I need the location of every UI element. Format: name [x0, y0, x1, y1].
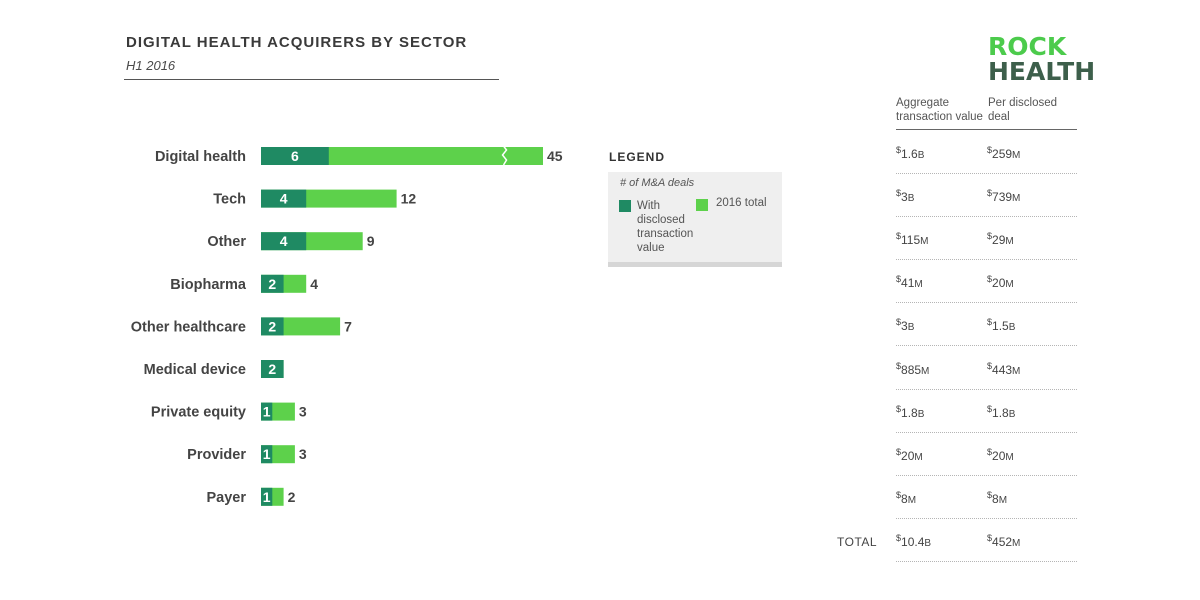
aggregate-value-cell: $20M: [896, 446, 923, 463]
per-deal-value-cell: $259M: [987, 145, 1021, 161]
total-aggregate-cell: $10.4B: [896, 532, 932, 549]
per-deal-value-cell: $1.5B: [987, 317, 1016, 334]
value-label-total: 45: [547, 148, 563, 164]
value-label-total: 3: [299, 404, 307, 420]
aggregate-value-cell: $1.6B: [896, 145, 925, 161]
value-label-disclosed: 2: [268, 361, 276, 377]
value-label-disclosed: 4: [280, 191, 288, 207]
value-label-disclosed: 1: [263, 446, 271, 462]
aggregate-value-cell: $115M: [896, 231, 929, 248]
per-deal-value-cell: $20M: [987, 274, 1014, 291]
category-label: Payer: [206, 490, 246, 506]
aggregate-value-cell: $3B: [896, 317, 915, 334]
bar-disclosed: [261, 189, 307, 208]
legend-label-total: 2016 total: [716, 197, 767, 209]
row-divider: [896, 431, 1077, 433]
value-label-total: 9: [367, 233, 375, 249]
bar-disclosed: [261, 487, 273, 506]
per-deal-value-cell: $1.8B: [987, 403, 1016, 420]
value-label-total: 3: [299, 446, 307, 462]
bar-disclosed: [261, 232, 307, 251]
row-divider: [896, 517, 1077, 519]
chart-subtitle: H1 2016: [126, 58, 176, 73]
value-label-disclosed: 4: [280, 233, 288, 249]
title-divider: [124, 79, 499, 80]
row-divider: [896, 216, 1077, 218]
category-label: Medical device: [144, 362, 246, 378]
value-label-total: 12: [401, 191, 417, 207]
legend-swatch-disclosed: [619, 200, 631, 212]
row-divider: [896, 302, 1077, 304]
rock-health-logo: ROCK HEALTH: [988, 34, 1095, 84]
category-label: Digital health: [155, 149, 246, 165]
aggregate-value-cell: $41M: [896, 274, 923, 291]
axis-break-marker: [501, 145, 508, 166]
value-label-disclosed: 6: [291, 148, 299, 164]
row-divider: [896, 173, 1077, 174]
bar-disclosed: [261, 360, 284, 378]
bar-total: [261, 147, 543, 165]
legend-swatch-total: [696, 199, 708, 211]
legend-subtitle: # of M&A deals: [620, 177, 695, 189]
row-divider: [896, 259, 1077, 261]
category-label: Provider: [187, 447, 246, 463]
bar-disclosed: [261, 274, 284, 293]
row-divider: [896, 345, 1077, 347]
total-label: TOTAL: [837, 535, 878, 549]
value-label-total: 7: [344, 318, 352, 334]
per-deal-value-cell: $443M: [987, 360, 1021, 377]
per-deal-value-cell: $739M: [987, 188, 1021, 205]
aggregate-value-cell: $1.8B: [896, 403, 925, 420]
value-label-total: 2: [288, 489, 296, 505]
aggregate-value-cell: $885M: [896, 360, 930, 377]
category-label: Other healthcare: [131, 319, 246, 335]
bar-disclosed: [261, 445, 273, 464]
bar-disclosed: [261, 317, 284, 336]
table-header-divider: [896, 129, 1077, 130]
row-divider: [896, 388, 1077, 390]
logo-line-2: HEALTH: [988, 57, 1096, 86]
table-header-per-deal: Per disclosed deal: [988, 97, 1058, 123]
row-divider: [896, 474, 1077, 476]
legend-label-disclosed: With disclosed transaction value: [637, 200, 694, 254]
value-label-disclosed: 2: [268, 276, 276, 292]
aggregate-value-cell: $3B: [896, 188, 915, 205]
category-label: Tech: [213, 192, 246, 208]
total-per-deal-cell: $452M: [987, 532, 1021, 549]
per-deal-value-cell: $8M: [987, 489, 1008, 506]
legend-box: # of M&A deals With disclosed transactio…: [608, 172, 782, 267]
category-label: Private equity: [151, 405, 246, 421]
category-label: Biopharma: [170, 277, 247, 293]
chart-title: DIGITAL HEALTH ACQUIRERS BY SECTOR: [126, 34, 468, 51]
bar-disclosed: [261, 402, 273, 421]
table-header-aggregate: Aggregate transaction value: [896, 97, 983, 123]
logo-line-1: ROCK: [988, 32, 1067, 61]
legend-title: LEGEND: [609, 150, 666, 164]
per-deal-value-cell: $29M: [987, 231, 1014, 248]
value-label-disclosed: 1: [263, 489, 271, 505]
value-label-disclosed: 1: [263, 404, 271, 420]
per-deal-value-cell: $20M: [987, 446, 1014, 463]
value-label-disclosed: 2: [268, 318, 276, 334]
aggregate-value-cell: $8M: [896, 489, 917, 506]
value-label-total: 4: [310, 276, 318, 292]
row-divider: [896, 560, 1077, 562]
category-label: Other: [207, 234, 246, 250]
bar-disclosed: [261, 147, 329, 165]
